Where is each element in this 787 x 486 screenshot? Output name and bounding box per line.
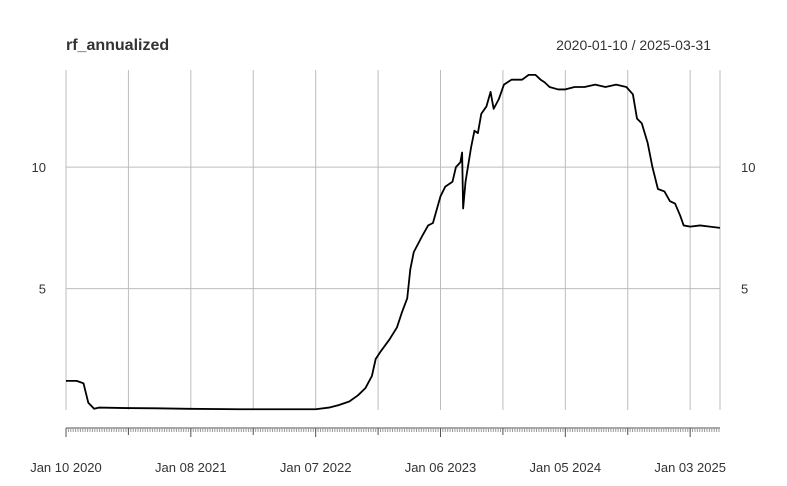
y-tick-label-left: 5 [39, 282, 46, 297]
x-tick-label: Jan 06 2023 [405, 460, 477, 475]
x-tick-label: Jan 05 2024 [530, 460, 602, 475]
grid-layer [65, 70, 721, 410]
x-tick-label: Jan 10 2020 [30, 460, 102, 475]
x-tick-label: Jan 03 2025 [654, 460, 726, 475]
y-tick-label-right: 5 [741, 282, 748, 297]
axis-layer: 5 5 10 10 Jan 10 2020 Jan 08 2021 Jan 07 2022 J… [30, 160, 755, 475]
y-tick-label-left: 10 [32, 160, 46, 175]
chart-date-range: 2020-01-10 / 2025-03-31 [556, 37, 711, 53]
x-tick-label: Jan 07 2022 [280, 460, 352, 475]
x-tick-label: Jan 08 2021 [155, 460, 227, 475]
series-line [66, 73, 721, 411]
series-layer [66, 73, 721, 411]
chart-title: rf_annualized [66, 37, 169, 54]
y-tick-label-right: 10 [741, 160, 755, 175]
